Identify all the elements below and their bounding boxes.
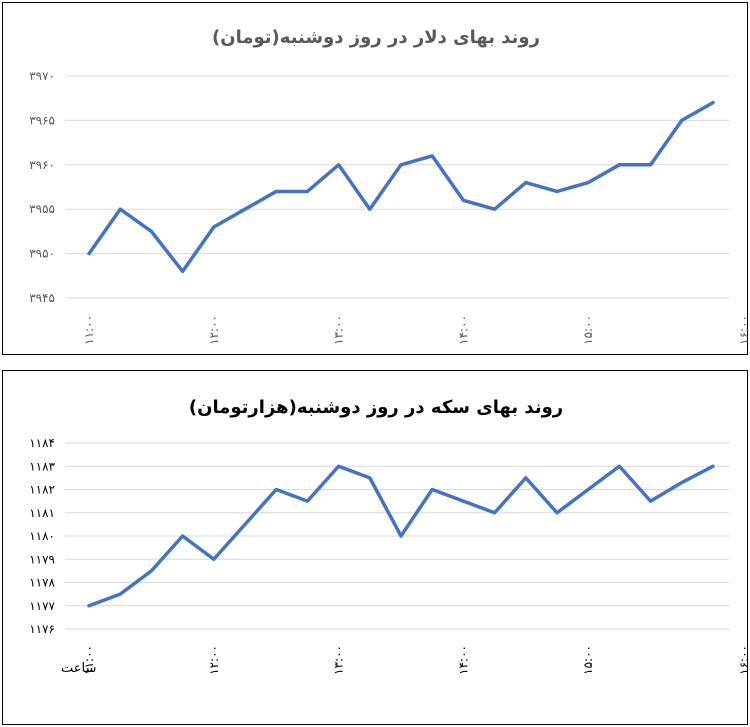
x-tick-label: ۱۶:۰۰ (737, 315, 749, 345)
y-tick-label: ۱۱۸۱ (29, 506, 55, 520)
y-tick-label: ۳۹۶۵ (29, 113, 55, 127)
x-tick-label: ۱۵:۰۰ (581, 315, 595, 345)
x-tick-label: ۱۶:۰۰ (737, 645, 749, 675)
y-tick-label: ۳۹۶۰ (29, 158, 55, 172)
series-group (87, 100, 715, 274)
x-tick-label: ۱۵:۰۰ (581, 645, 595, 675)
x-tick-label: ۱۳:۰۰ (332, 645, 346, 675)
y-ticks: ۱۱۷۶ ۱۱۷۷ ۱۱۷۸ ۱۱۷۹ ۱۱۸۰ ۱۱۸۱ ۱۱۸۲ ۱۱۸۳ ۱۱۸۴ (29, 436, 55, 636)
y-tick-label: ۱۱۷۶ (29, 622, 55, 636)
y-tick-label: ۳۹۴۵ (29, 291, 55, 305)
x-ticks: ۱۱:۰۰ ۱۲:۰۰ ۱۳:۰۰ ۱۴:۰۰ ۱۵:۰۰ ۱۶:۰۰ (82, 315, 749, 345)
y-ticks: ۳۹۴۵ ۳۹۵۰ ۳۹۵۵ ۳۹۶۰ ۳۹۶۵ ۳۹۷۰ (29, 69, 55, 305)
x-tick-label: ۱۴:۰۰ (456, 645, 470, 675)
y-tick-label: ۱۱۸۳ (29, 459, 55, 473)
grid-group (65, 442, 729, 630)
series-group (87, 464, 715, 608)
y-tick-label: ۱۱۸۲ (29, 483, 55, 497)
y-tick-label: ۱۱۸۴ (29, 436, 55, 450)
chart-panel-dollar: روند بهای دلار در روز دوشنبه(تومان) ۳۹۴۵… (2, 2, 749, 355)
x-tick-label: ۱۳:۰۰ (332, 315, 346, 345)
chart-panel-coin: روند بهای سکه در روز دوشنبه(هزارتومان) س… (2, 370, 749, 725)
x-tick-label: ۱۱:۰۰ (82, 315, 96, 345)
y-tick-label: ۱۱۷۹ (29, 552, 55, 566)
y-tick-label: ۳۹۷۰ (29, 69, 55, 83)
chart-title-coin: روند بهای سکه در روز دوشنبه(هزارتومان) (189, 397, 563, 418)
x-ticks: ۱۱:۰۰ ۱۲:۰۰ ۱۳:۰۰ ۱۴:۰۰ ۱۵:۰۰ ۱۶:۰۰ (82, 645, 749, 675)
x-tick-label: ۱۴:۰۰ (456, 315, 470, 345)
grid-group (65, 75, 729, 299)
chart-svg-dollar: روند بهای دلار در روز دوشنبه(تومان) ۳۹۴۵… (29, 27, 749, 345)
x-tick-label: ۱۲:۰۰ (207, 645, 221, 675)
y-tick-label: ۳۹۵۵ (29, 202, 55, 216)
x-tick-label: ۱۲:۰۰ (207, 315, 221, 345)
series-line (87, 100, 715, 274)
x-tick-label: ۱۱:۰۰ (82, 645, 96, 675)
x-axis-label: ساعت (61, 661, 96, 676)
chart-title-dollar: روند بهای دلار در روز دوشنبه(تومان) (212, 27, 540, 48)
y-tick-label: ۱۱۸۰ (29, 529, 55, 543)
y-tick-label: ۳۹۵۰ (29, 247, 55, 261)
y-tick-label: ۱۱۷۸ (29, 576, 55, 590)
chart-svg-coin: روند بهای سکه در روز دوشنبه(هزارتومان) س… (29, 397, 749, 676)
y-tick-label: ۱۱۷۷ (29, 599, 55, 613)
